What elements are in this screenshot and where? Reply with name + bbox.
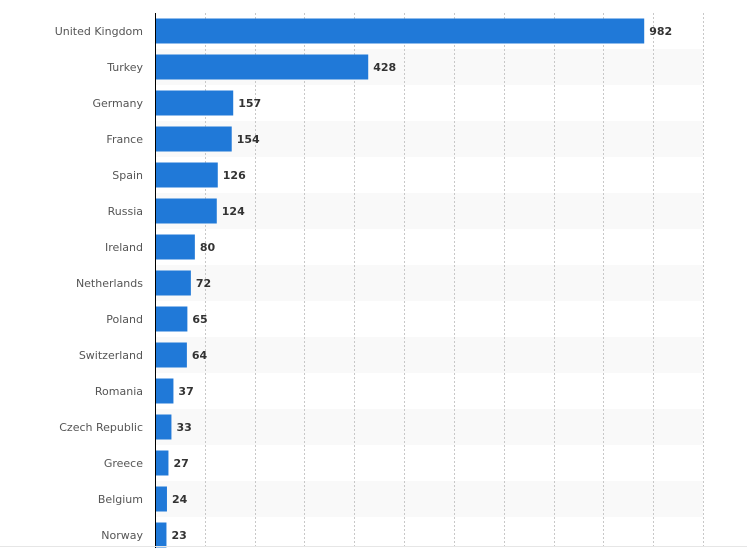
data-label: 154 xyxy=(237,133,260,146)
data-label: 64 xyxy=(192,349,208,362)
data-label: 126 xyxy=(223,169,246,182)
bar[interactable] xyxy=(155,414,172,440)
row-stripe xyxy=(155,193,703,229)
row-stripe xyxy=(155,409,703,445)
bar[interactable] xyxy=(155,234,195,260)
row-stripe xyxy=(155,337,703,373)
data-label: 72 xyxy=(196,277,211,290)
bar[interactable] xyxy=(155,270,191,296)
data-label: 982 xyxy=(649,25,672,38)
data-label: 65 xyxy=(192,313,207,326)
bar[interactable] xyxy=(155,162,218,188)
data-label: 157 xyxy=(238,97,261,110)
bar[interactable] xyxy=(155,306,188,332)
category-label: Belgium xyxy=(98,493,143,506)
category-label: Russia xyxy=(108,205,143,218)
bar[interactable] xyxy=(155,450,169,476)
category-label: Ireland xyxy=(105,241,143,254)
category-label: Romania xyxy=(95,385,143,398)
category-label: United Kingdom xyxy=(55,25,143,38)
bar[interactable] xyxy=(155,198,217,224)
category-label: Netherlands xyxy=(76,277,143,290)
bar[interactable] xyxy=(155,54,369,80)
data-label: 37 xyxy=(178,385,193,398)
data-label: 27 xyxy=(173,457,188,470)
bar[interactable] xyxy=(155,522,167,548)
data-label: 23 xyxy=(171,529,186,542)
bar[interactable] xyxy=(155,486,167,512)
bar[interactable] xyxy=(155,342,187,368)
category-label: France xyxy=(106,133,143,146)
data-label: 428 xyxy=(373,61,396,74)
category-label: Greece xyxy=(104,457,143,470)
category-label: Norway xyxy=(101,529,143,542)
bar[interactable] xyxy=(155,90,234,116)
row-stripe xyxy=(155,265,703,301)
bar[interactable] xyxy=(155,18,645,44)
category-label: Germany xyxy=(92,97,143,110)
data-label: 33 xyxy=(176,421,191,434)
category-label: Switzerland xyxy=(79,349,143,362)
category-label: Turkey xyxy=(106,61,143,74)
category-label: Czech Republic xyxy=(59,421,143,434)
category-label: Poland xyxy=(106,313,143,326)
row-stripe xyxy=(155,121,703,157)
data-label: 24 xyxy=(172,493,188,506)
bar[interactable] xyxy=(155,126,232,152)
bar[interactable] xyxy=(155,378,174,404)
data-label: 124 xyxy=(222,205,245,218)
category-label: Spain xyxy=(112,169,143,182)
data-label: 80 xyxy=(200,241,216,254)
row-stripe xyxy=(155,481,703,517)
